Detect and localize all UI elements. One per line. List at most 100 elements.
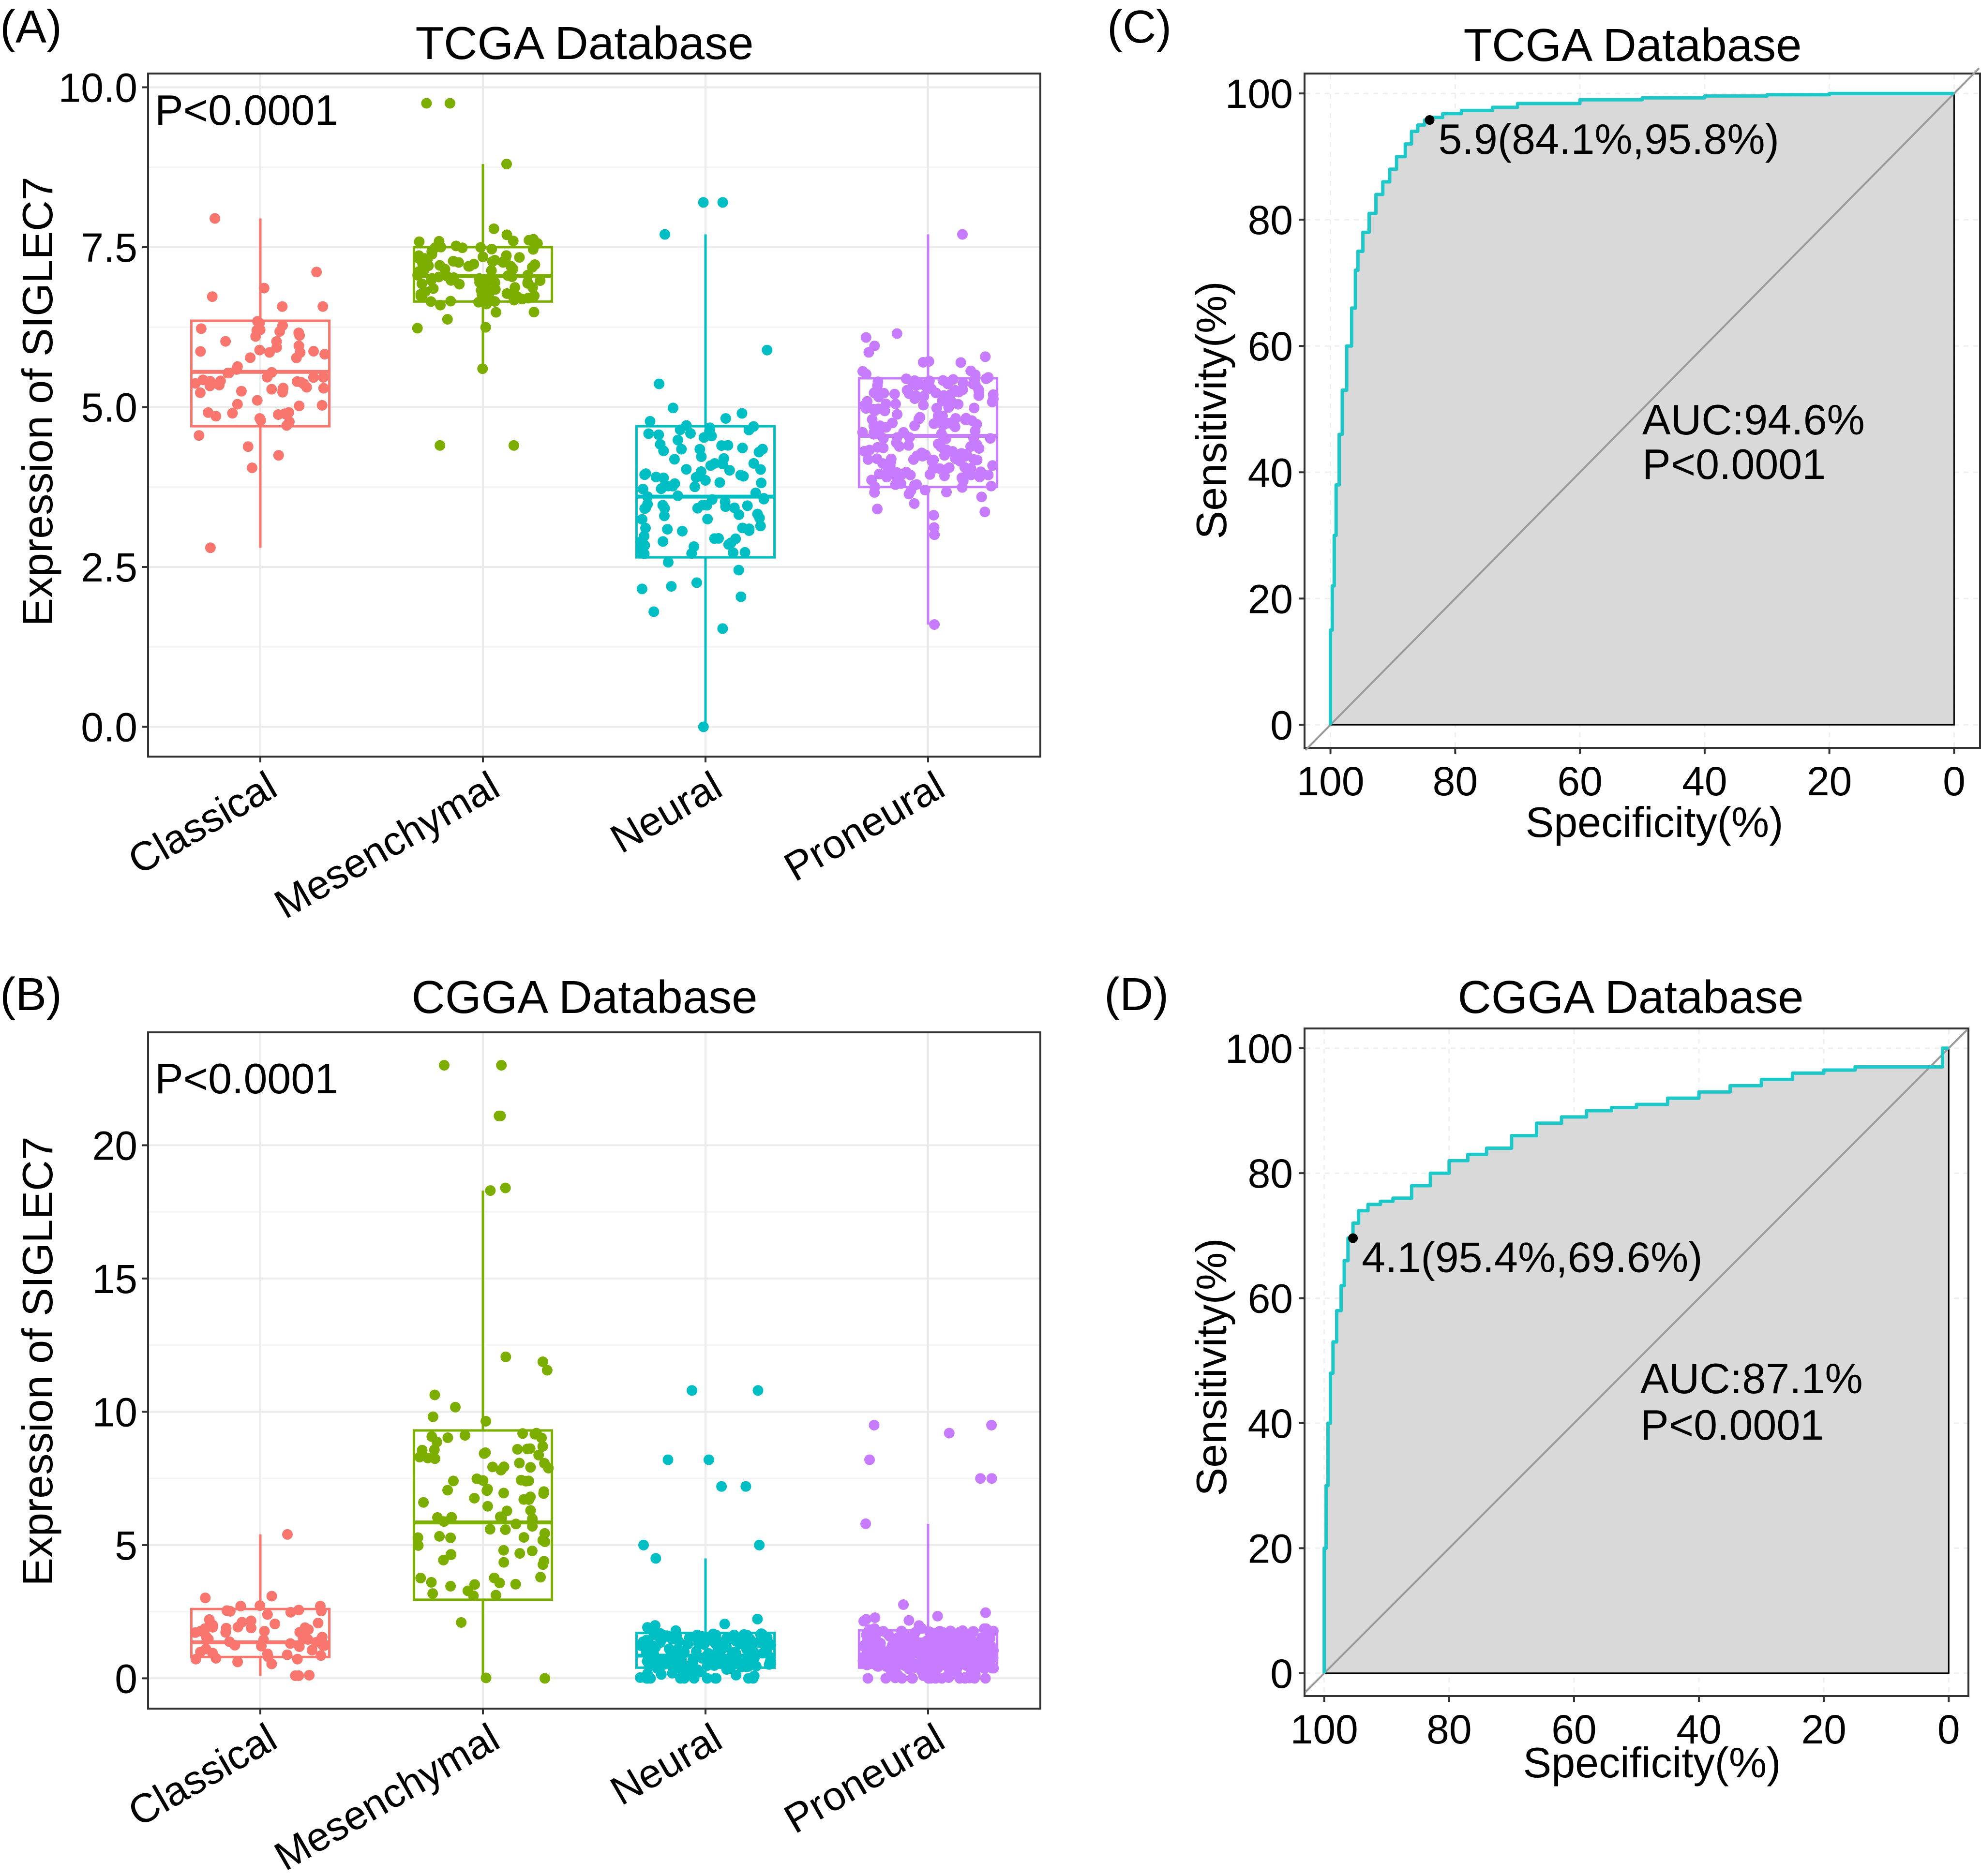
a-point-neural: [702, 514, 713, 524]
a-point-proneural: [983, 469, 994, 480]
a-point-neural: [691, 577, 702, 588]
panel-c-title: TCGA Database: [1464, 19, 1802, 71]
b-point-mesenchymal: [484, 1524, 495, 1535]
panel-c-letter: (C): [1107, 1, 1171, 53]
a-point-mesenchymal: [528, 307, 540, 318]
panel-c-axis-ticks: 100 80 60 40 20 0 0 20 40 60 80 100: [1225, 71, 1966, 804]
a-point-proneural: [889, 388, 900, 400]
a-point-classical: [207, 291, 218, 302]
a-point-neural: [663, 480, 674, 491]
b-point-proneural: [862, 1673, 873, 1684]
b-point-neural: [638, 1539, 649, 1550]
b-point-mesenchymal: [525, 1505, 536, 1516]
a-point-proneural: [909, 420, 920, 432]
panel-c: (C) TCGA Database Sensitivity(%) Specifi…: [1107, 1, 1981, 846]
a-point-classical: [262, 372, 273, 383]
a-point-neural: [689, 481, 700, 492]
a-point-proneural: [959, 462, 970, 473]
b-y-tick-label: 15: [92, 1256, 137, 1302]
c-y-tick-label: 20: [1248, 576, 1293, 622]
a-point-proneural: [915, 412, 926, 423]
panel-d-letter: (D): [1104, 968, 1169, 1020]
b-point-neural: [754, 1539, 765, 1550]
b-point-classical: [246, 1623, 256, 1634]
a-point-neural: [640, 522, 651, 534]
b-point-mesenchymal: [450, 1401, 461, 1413]
a-point-proneural: [859, 446, 870, 457]
a-y-tick-label: 10.0: [59, 65, 138, 110]
b-point-proneural: [897, 1639, 908, 1650]
a-point-classical: [205, 542, 216, 553]
a-point-neural: [642, 499, 653, 510]
a-point-proneural: [891, 472, 902, 483]
a-point-neural: [650, 472, 661, 483]
b-point-mesenchymal: [489, 1572, 500, 1583]
a-point-neural: [742, 500, 753, 511]
a-point-classical: [195, 387, 206, 398]
a-point-classical: [319, 349, 330, 360]
c-y-tick-label: 60: [1248, 324, 1293, 369]
a-point-mesenchymal: [412, 323, 423, 334]
d-y-tick-label: 20: [1248, 1526, 1293, 1571]
a-point-neural: [762, 344, 773, 356]
b-point-mesenchymal: [495, 1465, 507, 1475]
b-point-neural: [752, 1613, 763, 1624]
a-point-proneural: [885, 453, 897, 464]
b-point-mesenchymal: [413, 1540, 424, 1551]
a-point-classical: [317, 301, 329, 312]
a-point-neural: [648, 606, 660, 617]
a-point-mesenchymal: [524, 235, 535, 246]
a-point-neural: [685, 428, 696, 439]
a-point-neural: [757, 444, 768, 455]
b-point-neural: [689, 1673, 700, 1684]
a-point-neural: [756, 477, 767, 489]
b-point-mesenchymal: [525, 1443, 536, 1454]
a-point-classical: [245, 352, 256, 363]
b-point-proneural: [983, 1657, 994, 1668]
a-point-neural: [654, 378, 665, 389]
a-point-mesenchymal: [486, 243, 497, 254]
d-x-tick-label: 80: [1426, 1707, 1471, 1752]
a-point-proneural: [890, 399, 901, 410]
a-point-proneural: [881, 399, 891, 409]
b-point-mesenchymal: [427, 1411, 438, 1422]
panel-a-p-value: P<0.0001: [155, 86, 338, 134]
a-point-proneural: [860, 332, 871, 343]
b-point-mesenchymal: [500, 1524, 511, 1535]
b-point-neural: [743, 1673, 754, 1684]
a-point-neural: [645, 416, 656, 427]
b-point-mesenchymal: [485, 1185, 496, 1196]
b-point-proneural: [879, 1657, 890, 1668]
a-point-mesenchymal: [448, 256, 459, 267]
a-point-mesenchymal: [428, 283, 439, 294]
b-point-classical: [298, 1632, 309, 1643]
a-point-proneural: [909, 393, 920, 404]
a-point-neural: [696, 451, 707, 462]
a-x-tick-label: Neural: [603, 762, 729, 862]
b-point-mesenchymal: [412, 1532, 423, 1543]
a-point-proneural: [908, 454, 919, 465]
b-point-classical: [200, 1593, 211, 1604]
a-point-classical: [220, 336, 231, 347]
a-point-mesenchymal: [477, 363, 488, 374]
b-point-neural: [765, 1657, 775, 1668]
a-point-neural: [639, 531, 650, 542]
b-point-classical: [313, 1618, 324, 1629]
a-point-classical: [252, 395, 263, 406]
b-point-mesenchymal: [539, 1556, 550, 1567]
b-point-classical: [204, 1614, 215, 1625]
panel-d-xlabel: Specificity(%): [1523, 1739, 1781, 1787]
panel-a-boxes: [190, 164, 999, 727]
panel-d-p-value: P<0.0001: [1640, 1401, 1824, 1449]
a-point-proneural: [970, 425, 981, 436]
b-point-proneural: [980, 1607, 991, 1618]
b-point-proneural: [972, 1642, 983, 1653]
a-x-tick-label: Classical: [120, 762, 284, 883]
a-point-classical: [250, 331, 261, 342]
b-point-neural: [710, 1673, 720, 1684]
b-point-proneural: [975, 1473, 986, 1484]
b-point-mesenchymal: [498, 1557, 510, 1568]
b-point-mesenchymal: [429, 1444, 440, 1456]
b-point-mesenchymal: [500, 1182, 511, 1193]
